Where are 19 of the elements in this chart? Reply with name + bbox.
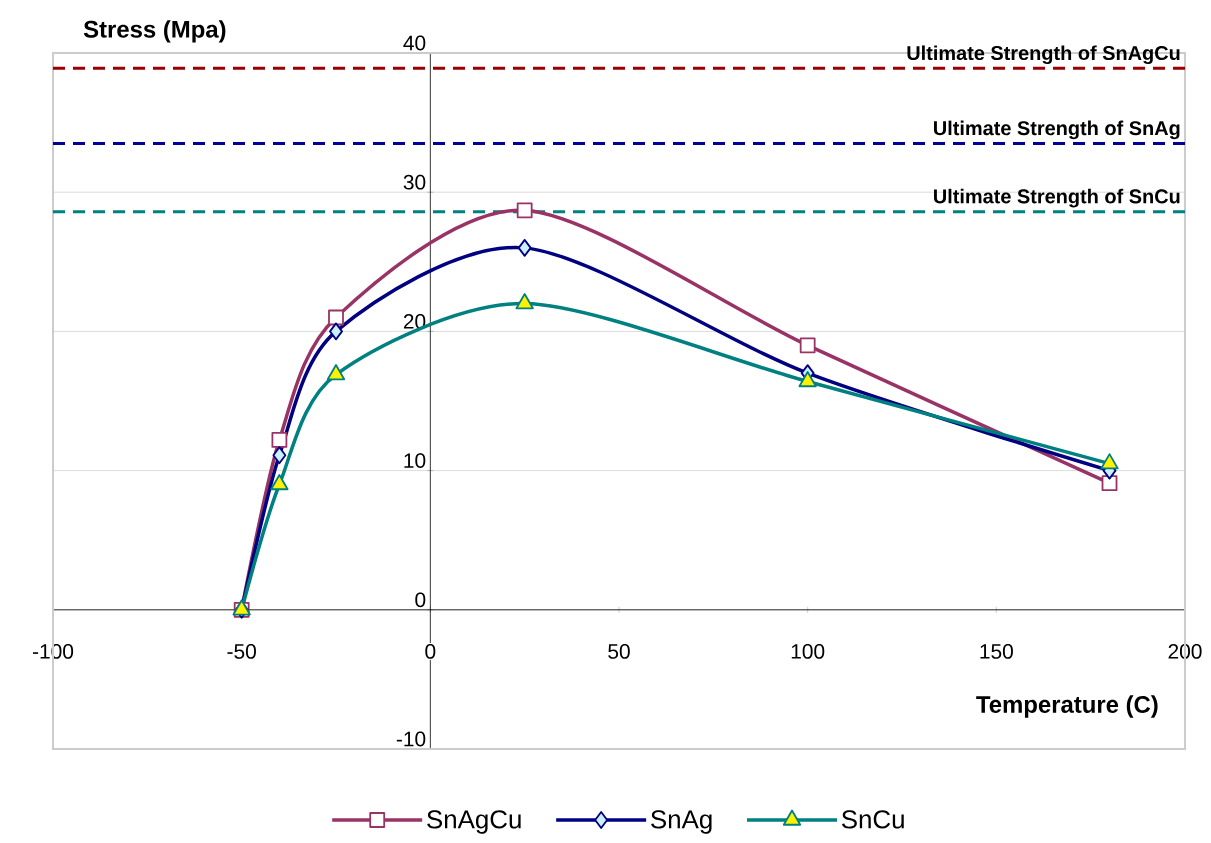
y-tick-label: -10 <box>396 731 426 747</box>
x-tick-label: -50 <box>227 644 256 659</box>
ref-line-label: Ultimate Strength of SnAgCu <box>907 45 1180 65</box>
y-tick-label: 30 <box>403 174 426 190</box>
y-tick-label: 0 <box>415 592 426 608</box>
y-axis-title: Stress (Mpa) <box>83 20 226 43</box>
x-tick-label: 200 <box>1168 644 1202 659</box>
y-tick-label: 40 <box>403 35 426 51</box>
ref-line-label: Ultimate Strength of SnAg <box>934 120 1180 140</box>
x-tick-label: 100 <box>791 644 825 659</box>
legend-label: SnAg <box>651 810 712 834</box>
x-tick-label: 50 <box>608 644 630 659</box>
y-tick-label: 10 <box>404 453 426 468</box>
x-axis-title: Temperature (C) <box>976 695 1158 718</box>
legend-label: SnCu <box>841 810 904 829</box>
legend-label: SnAgCu <box>427 810 521 834</box>
x-tick-label: 0 <box>425 644 436 659</box>
x-tick-label: 150 <box>980 644 1013 659</box>
ref-line-label: Ultimate Strength of SnCu <box>934 188 1180 208</box>
